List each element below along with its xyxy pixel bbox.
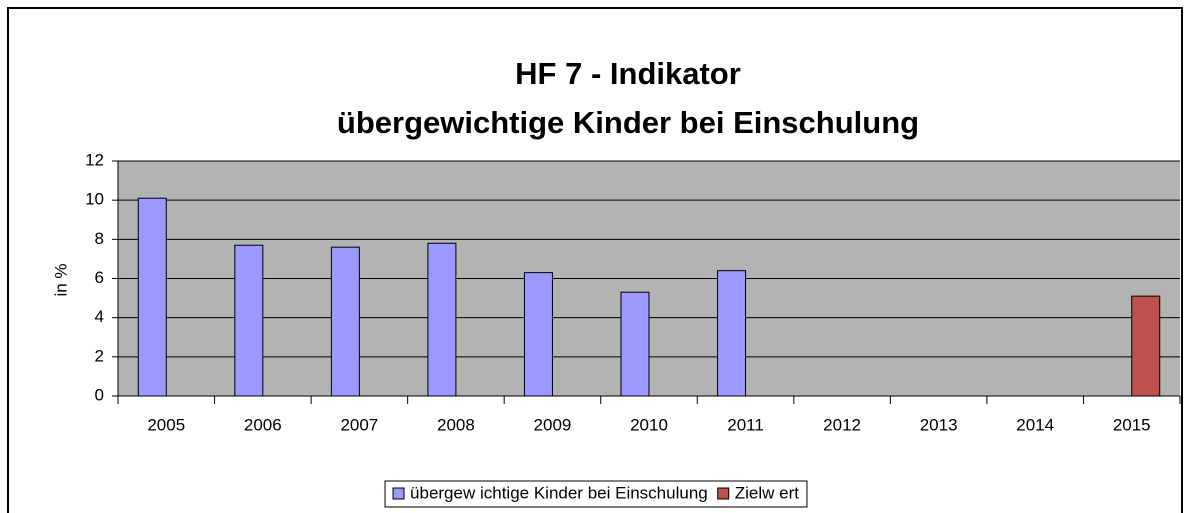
x-tick-label: 2010 — [630, 415, 668, 434]
legend-swatch — [717, 487, 730, 500]
bar — [717, 270, 747, 397]
x-tick-label: 2013 — [920, 415, 958, 434]
x-tick-label: 2007 — [340, 415, 378, 434]
x-tick-label: 2012 — [823, 415, 861, 434]
x-tick-label: 2005 — [147, 415, 185, 434]
bar — [330, 246, 360, 397]
y-tick-label: 0 — [95, 385, 104, 404]
legend-swatch — [392, 487, 405, 500]
legend-box — [384, 480, 808, 508]
bar — [137, 197, 167, 397]
x-tick-label: 2008 — [437, 415, 475, 434]
x-tick-label: 2006 — [244, 415, 282, 434]
y-tick-label: 12 — [85, 150, 104, 169]
bar — [427, 242, 457, 397]
y-tick-label: 2 — [95, 346, 104, 365]
x-tick-label: 2014 — [1016, 415, 1054, 434]
y-tick-label: 10 — [85, 190, 104, 209]
chart-subtitle: übergewichtige Kinder bei Einschulung — [337, 105, 919, 140]
legend-label: übergew ichtige Kinder bei Einschulung — [410, 483, 708, 502]
legend-label: Zielw ert — [735, 483, 800, 502]
bar — [1131, 295, 1161, 397]
y-tick-label: 8 — [95, 229, 104, 248]
x-tick-label: 2015 — [1113, 415, 1151, 434]
chart-title: HF 7 - Indikator — [515, 56, 741, 91]
y-axis-label: in % — [51, 263, 70, 296]
bar — [523, 272, 553, 397]
x-tick-label: 2011 — [727, 415, 764, 434]
bar — [620, 291, 650, 397]
x-tick-label: 2009 — [534, 415, 572, 434]
y-tick-label: 6 — [95, 268, 104, 287]
y-tick-label: 4 — [95, 307, 104, 326]
frame — [7, 7, 1183, 513]
bar — [234, 244, 264, 397]
